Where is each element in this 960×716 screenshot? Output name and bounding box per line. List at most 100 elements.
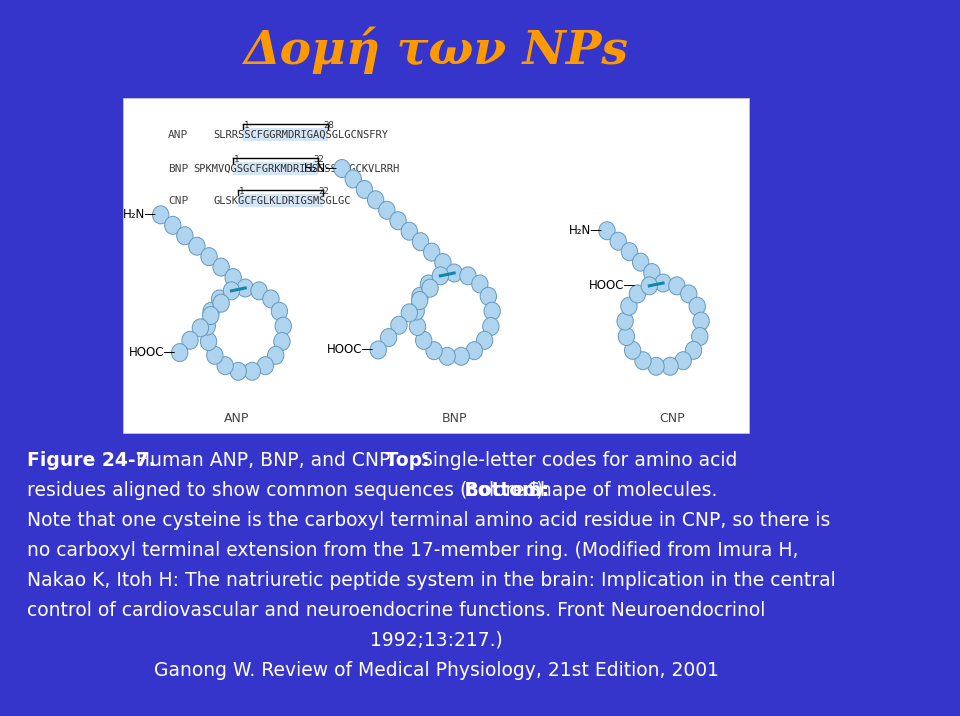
Circle shape <box>224 282 240 300</box>
Circle shape <box>621 243 637 261</box>
Circle shape <box>371 341 387 359</box>
Circle shape <box>629 285 645 303</box>
Circle shape <box>356 180 372 198</box>
FancyBboxPatch shape <box>233 162 319 175</box>
Text: ANP: ANP <box>168 130 188 140</box>
Circle shape <box>201 332 217 351</box>
Circle shape <box>172 344 188 362</box>
Text: BNP: BNP <box>168 164 188 174</box>
Circle shape <box>211 290 228 308</box>
Circle shape <box>244 362 260 380</box>
Circle shape <box>476 332 492 349</box>
Text: control of cardiovascular and neuroendocrine functions. Front Neuroendocrinol: control of cardiovascular and neuroendoc… <box>27 601 766 620</box>
Circle shape <box>201 248 217 266</box>
Circle shape <box>263 290 279 308</box>
Circle shape <box>471 275 488 293</box>
Circle shape <box>685 342 702 359</box>
Circle shape <box>624 342 641 359</box>
Circle shape <box>599 222 615 240</box>
Circle shape <box>199 317 215 335</box>
Circle shape <box>648 357 664 375</box>
Circle shape <box>421 279 438 297</box>
Circle shape <box>439 347 455 365</box>
Circle shape <box>689 297 706 315</box>
Circle shape <box>435 253 451 271</box>
Circle shape <box>691 327 708 346</box>
Text: H₂N—: H₂N— <box>123 208 157 221</box>
Circle shape <box>409 317 425 336</box>
Circle shape <box>189 237 205 255</box>
Circle shape <box>423 243 440 261</box>
Text: HOOC—: HOOC— <box>589 279 636 292</box>
Circle shape <box>661 357 679 375</box>
Text: CNP: CNP <box>168 196 188 206</box>
Circle shape <box>633 253 649 271</box>
FancyBboxPatch shape <box>244 128 328 141</box>
Circle shape <box>268 347 284 364</box>
Circle shape <box>391 316 407 334</box>
Circle shape <box>164 216 180 234</box>
Circle shape <box>480 287 496 305</box>
Circle shape <box>420 275 437 293</box>
Text: HOOC—: HOOC— <box>129 346 176 359</box>
Circle shape <box>618 327 635 346</box>
Circle shape <box>213 258 229 276</box>
Circle shape <box>251 282 267 300</box>
Text: 28: 28 <box>324 121 334 130</box>
Text: CNP: CNP <box>660 412 685 425</box>
Text: 1992;13:217.): 1992;13:217.) <box>370 631 502 650</box>
Text: H₂N—: H₂N— <box>304 162 338 175</box>
Circle shape <box>453 347 469 365</box>
Text: Δομή των NPs: Δομή των NPs <box>244 26 629 74</box>
Circle shape <box>257 357 274 374</box>
Circle shape <box>412 291 428 309</box>
Circle shape <box>669 277 685 295</box>
Circle shape <box>412 287 428 305</box>
Text: 1: 1 <box>233 155 239 164</box>
Circle shape <box>153 206 169 224</box>
Circle shape <box>413 233 429 251</box>
Text: 32: 32 <box>313 155 324 164</box>
Circle shape <box>432 267 448 285</box>
Text: no carboxyl terminal extension from the 17-member ring. (Modified from Imura H,: no carboxyl terminal extension from the … <box>27 541 799 560</box>
Circle shape <box>644 263 660 281</box>
Circle shape <box>380 329 396 347</box>
Text: Top:: Top: <box>379 451 429 470</box>
Text: 1: 1 <box>238 187 244 196</box>
Text: 1: 1 <box>244 121 249 130</box>
Circle shape <box>466 342 483 359</box>
Circle shape <box>272 302 288 320</box>
Text: Figure 24-7.: Figure 24-7. <box>27 451 156 470</box>
Circle shape <box>237 279 253 297</box>
Circle shape <box>230 362 247 380</box>
Text: H₂N—: H₂N— <box>569 224 604 237</box>
Circle shape <box>276 317 292 335</box>
Circle shape <box>345 170 361 188</box>
Circle shape <box>483 317 499 336</box>
Circle shape <box>416 332 432 349</box>
Circle shape <box>181 332 198 349</box>
Circle shape <box>217 357 233 374</box>
Circle shape <box>693 312 709 330</box>
Text: Nakao K, Itoh H: The natriuretic peptide system in the brain: Implication in the: Nakao K, Itoh H: The natriuretic peptide… <box>27 571 836 590</box>
FancyBboxPatch shape <box>123 98 750 433</box>
Circle shape <box>484 302 500 320</box>
Circle shape <box>401 304 418 322</box>
Circle shape <box>408 302 424 320</box>
Circle shape <box>617 312 634 330</box>
Text: GLSKGCFGLKLDRIGSMSGLGC: GLSKGCFGLKLDRIGSMSGLGC <box>213 196 351 206</box>
Circle shape <box>334 160 350 178</box>
FancyBboxPatch shape <box>238 194 324 207</box>
Text: Single-letter codes for amino acid: Single-letter codes for amino acid <box>415 451 737 470</box>
Circle shape <box>177 227 193 245</box>
Circle shape <box>621 297 637 315</box>
Text: residues aligned to show common sequences (colored).: residues aligned to show common sequence… <box>27 481 550 500</box>
Circle shape <box>225 268 241 286</box>
Circle shape <box>213 294 229 312</box>
Circle shape <box>206 347 223 364</box>
Circle shape <box>274 332 290 351</box>
Circle shape <box>203 306 219 324</box>
Text: Bottom:: Bottom: <box>458 481 549 500</box>
Circle shape <box>641 277 658 295</box>
Circle shape <box>401 222 418 240</box>
